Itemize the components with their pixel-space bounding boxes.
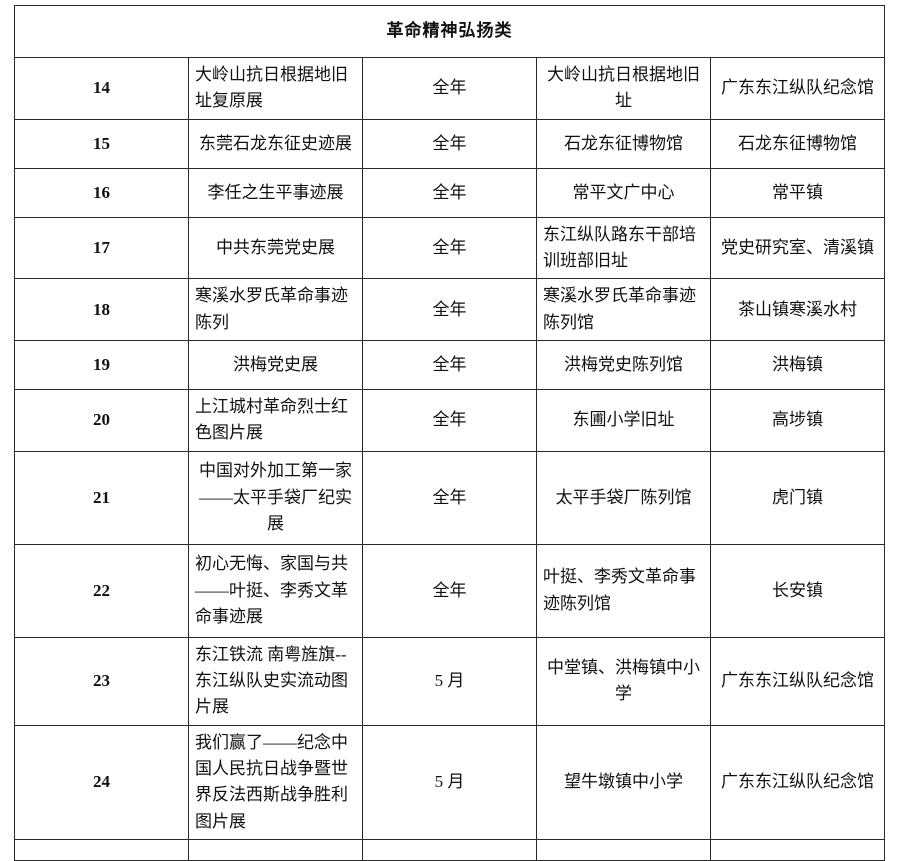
cell-exhibit-place: 东江纵队路东干部培训班部旧址 — [536, 216, 711, 280]
table-row: 18 寒溪水罗氏革命事迹陈列 全年 寒溪水罗氏革命事迹陈列馆 茶山镇寒溪水村 — [14, 278, 885, 342]
cell-serial-number: 20 — [14, 389, 189, 452]
cell-serial-number: 18 — [14, 278, 189, 342]
cell-exhibit-name: 中共东莞党史展 — [188, 216, 363, 280]
cell-exhibit-place: 东圃小学旧址 — [536, 389, 711, 452]
cell-partial — [710, 839, 885, 861]
cell-serial-number: 21 — [14, 450, 189, 545]
exhibit-table-container: 革命精神弘扬类 14 大岭山抗日根据地旧址复原展 全年 大岭山抗日根据地旧址 广东东江纵… — [14, 5, 885, 861]
cell-partial — [188, 839, 363, 861]
cell-exhibit-name: 我们赢了——纪念中国人民抗日战争暨世界反法西斯战争胜利图片展 — [188, 724, 363, 841]
cell-exhibit-place: 叶挺、李秀文革命事迹陈列馆 — [536, 543, 711, 638]
cell-exhibit-time: 全年 — [362, 389, 537, 452]
table-section-header-row: 革命精神弘扬类 — [14, 5, 885, 58]
table-row: 19 洪梅党史展 全年 洪梅党史陈列馆 洪梅镇 — [14, 340, 885, 391]
cell-serial-number: 19 — [14, 340, 189, 391]
cell-exhibit-organizer: 广东东江纵队纪念馆 — [710, 57, 885, 120]
cell-serial-number: 23 — [14, 636, 189, 726]
table-section-title: 革命精神弘扬类 — [14, 5, 885, 58]
cell-exhibit-time: 全年 — [362, 340, 537, 391]
cell-exhibit-name: 李任之生平事迹展 — [188, 167, 363, 218]
cell-exhibit-organizer: 广东东江纵队纪念馆 — [710, 724, 885, 841]
cell-exhibit-place: 常平文广中心 — [536, 167, 711, 218]
cell-exhibit-organizer: 洪梅镇 — [710, 340, 885, 391]
cell-exhibit-organizer: 茶山镇寒溪水村 — [710, 278, 885, 342]
cell-exhibit-time: 5 月 — [362, 724, 537, 841]
cell-partial — [362, 839, 537, 861]
table-row: 17 中共东莞党史展 全年 东江纵队路东干部培训班部旧址 党史研究室、清溪镇 — [14, 216, 885, 280]
table-row-partial — [14, 839, 885, 861]
cell-exhibit-name: 东江铁流 南粤旌旗--东江纵队史实流动图片展 — [188, 636, 363, 726]
table-row: 16 李任之生平事迹展 全年 常平文广中心 常平镇 — [14, 167, 885, 218]
cell-serial-number: 16 — [14, 167, 189, 218]
cell-exhibit-name: 寒溪水罗氏革命事迹陈列 — [188, 278, 363, 342]
cell-exhibit-place: 中堂镇、洪梅镇中小学 — [536, 636, 711, 726]
cell-exhibit-time: 全年 — [362, 278, 537, 342]
cell-exhibit-name: 中国对外加工第一家——太平手袋厂纪实展 — [188, 450, 363, 545]
cell-exhibit-organizer: 常平镇 — [710, 167, 885, 218]
table-row: 22 初心无悔、家国与共——叶挺、李秀文革命事迹展 全年 叶挺、李秀文革命事迹陈列馆长… — [14, 543, 885, 638]
document-page: 革命精神弘扬类 14 大岭山抗日根据地旧址复原展 全年 大岭山抗日根据地旧址 广东东江纵… — [14, 5, 885, 861]
cell-serial-number: 24 — [14, 724, 189, 841]
cell-exhibit-place: 洪梅党史陈列馆 — [536, 340, 711, 391]
cell-exhibit-name: 大岭山抗日根据地旧址复原展 — [188, 57, 363, 120]
cell-exhibit-place: 石龙东征博物馆 — [536, 118, 711, 169]
cell-exhibit-organizer: 长安镇 — [710, 543, 885, 638]
cell-exhibit-organizer: 高埗镇 — [710, 389, 885, 452]
cell-serial-number: 14 — [14, 57, 189, 120]
cell-exhibit-time: 全年 — [362, 543, 537, 638]
cell-partial — [14, 839, 189, 861]
cell-exhibit-organizer: 虎门镇 — [710, 450, 885, 545]
cell-serial-number: 17 — [14, 216, 189, 280]
cell-exhibit-name: 东莞石龙东征史迹展 — [188, 118, 363, 169]
exhibit-schedule-table: 革命精神弘扬类 14 大岭山抗日根据地旧址复原展 全年 大岭山抗日根据地旧址 广东东江纵… — [14, 5, 885, 861]
cell-exhibit-name: 初心无悔、家国与共——叶挺、李秀文革命事迹展 — [188, 543, 363, 638]
cell-exhibit-time: 全年 — [362, 118, 537, 169]
table-row: 15 东莞石龙东征史迹展 全年 石龙东征博物馆 石龙东征博物馆 — [14, 118, 885, 169]
cell-partial — [536, 839, 711, 861]
cell-exhibit-time: 全年 — [362, 216, 537, 280]
cell-exhibit-time: 全年 — [362, 57, 537, 120]
cell-exhibit-organizer: 石龙东征博物馆 — [710, 118, 885, 169]
cell-exhibit-place: 望牛墩镇中小学 — [536, 724, 711, 841]
table-row: 20 上江城村革命烈士红色图片展 全年 东圃小学旧址 高埗镇 — [14, 389, 885, 452]
table-body: 革命精神弘扬类 14 大岭山抗日根据地旧址复原展 全年 大岭山抗日根据地旧址 广东东江纵… — [14, 5, 885, 861]
table-row: 14 大岭山抗日根据地旧址复原展 全年 大岭山抗日根据地旧址 广东东江纵队纪念馆 — [14, 57, 885, 120]
cell-serial-number: 15 — [14, 118, 189, 169]
cell-exhibit-place: 寒溪水罗氏革命事迹陈列馆 — [536, 278, 711, 342]
cell-exhibit-time: 全年 — [362, 450, 537, 545]
cell-exhibit-organizer: 广东东江纵队纪念馆 — [710, 636, 885, 726]
table-row: 21 中国对外加工第一家——太平手袋厂纪实展 全年 太平手袋厂陈列馆 虎门镇 — [14, 450, 885, 545]
cell-exhibit-place: 大岭山抗日根据地旧址 — [536, 57, 711, 120]
cell-exhibit-place: 太平手袋厂陈列馆 — [536, 450, 711, 545]
cell-exhibit-time: 5 月 — [362, 636, 537, 726]
cell-serial-number: 22 — [14, 543, 189, 638]
cell-exhibit-time: 全年 — [362, 167, 537, 218]
cell-exhibit-organizer: 党史研究室、清溪镇 — [710, 216, 885, 280]
table-row: 23 东江铁流 南粤旌旗--东江纵队史实流动图片展 5 月中堂镇、洪梅镇中小学 广东东… — [14, 636, 885, 726]
cell-exhibit-name: 上江城村革命烈士红色图片展 — [188, 389, 363, 452]
cell-exhibit-name: 洪梅党史展 — [188, 340, 363, 391]
table-row: 24 我们赢了——纪念中国人民抗日战争暨世界反法西斯战争胜利图片展 5 月望牛墩镇中… — [14, 724, 885, 841]
